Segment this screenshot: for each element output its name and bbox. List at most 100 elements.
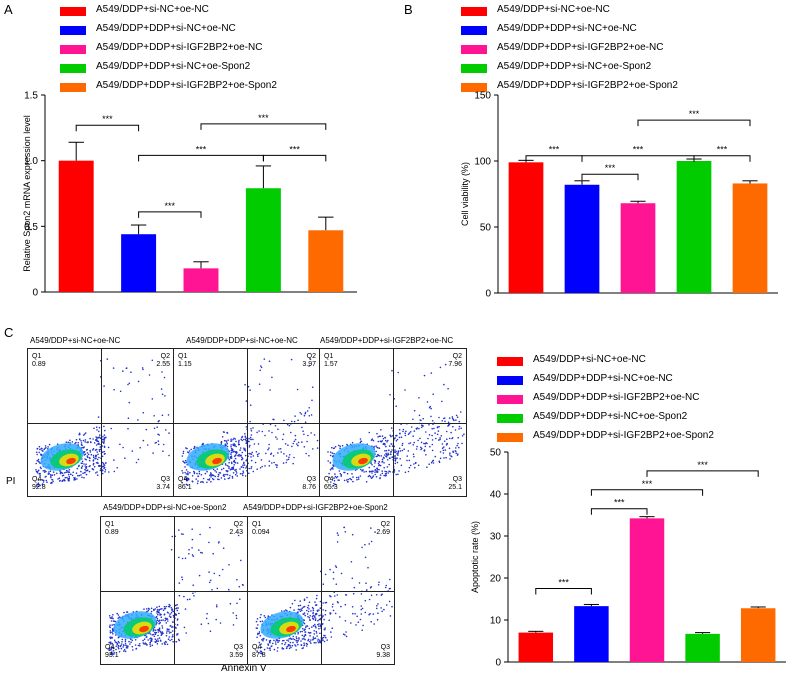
flow-event-dot <box>271 431 273 434</box>
flow-event-dot <box>404 471 407 474</box>
flow-event-dot <box>116 612 118 615</box>
flow-event-dot <box>191 480 194 482</box>
flow-event-dot <box>383 454 386 456</box>
flow-event-dot <box>336 532 339 534</box>
flow-event-dot <box>450 431 452 434</box>
flow-event-dot <box>209 630 212 632</box>
flow-event-dot <box>420 448 422 451</box>
flow-event-dot <box>226 431 228 434</box>
legend-label: A549/DDP+DDP+si-NC+oe-Spon2 <box>533 411 688 422</box>
quadrant-percentage: 1.15 <box>178 361 192 368</box>
flow-event-dot <box>91 449 94 451</box>
legend-item: A549/DDP+si-NC+oe-NC <box>497 354 757 373</box>
flow-event-dot <box>328 472 330 475</box>
flow-event-dot <box>119 443 121 446</box>
flow-event-dot <box>282 433 285 436</box>
flow-event-dot <box>409 442 412 444</box>
flow-event-dot <box>116 642 119 645</box>
flow-event-dot <box>378 464 380 467</box>
flow-event-dot <box>376 605 378 607</box>
flow-event-dot <box>227 477 230 480</box>
flow-event-dot <box>289 645 292 647</box>
flow-event-dot <box>260 365 262 367</box>
flow-event-dot <box>161 414 164 417</box>
flow-event-dot <box>117 644 120 647</box>
flow-event-dot <box>220 441 223 444</box>
flow-event-dot <box>67 441 69 444</box>
flow-event-dot <box>232 612 234 614</box>
flow-event-dot <box>366 589 368 591</box>
bar <box>685 633 720 662</box>
flow-event-dot <box>75 438 78 441</box>
flow-event-dot <box>272 455 275 457</box>
flow-event-dot <box>330 481 332 483</box>
flow-event-dot <box>282 648 285 650</box>
flow-event-dot <box>127 417 130 419</box>
flow-event-dot <box>276 464 278 466</box>
flow-event-dot <box>50 481 52 484</box>
flow-event-dot <box>289 637 292 640</box>
flow-event-dot <box>370 621 372 623</box>
quadrant-q3: Q3 9.38 <box>376 644 390 660</box>
flow-event-dot <box>389 587 391 590</box>
flow-event-dot <box>163 608 166 610</box>
flow-event-dot <box>35 470 38 473</box>
flow-event-dot <box>209 526 211 529</box>
quadrant-percentage: 1.57 <box>324 361 338 368</box>
flow-event-dot <box>198 574 201 577</box>
flow-event-dot <box>197 475 199 477</box>
flow-event-dot <box>86 448 88 451</box>
flow-event-dot <box>360 440 362 442</box>
flow-event-dot <box>167 620 169 622</box>
y-tick-label: 100 <box>474 157 491 168</box>
flow-event-dot <box>158 609 160 612</box>
flow-event-dot <box>311 626 313 628</box>
flow-event-dot <box>89 437 91 440</box>
flow-event-dot <box>385 584 388 587</box>
flow-event-dot <box>316 594 318 597</box>
legend-a: A549/DDP+si-NC+oe-NC A549/DDP+DDP+si-NC+o… <box>60 4 320 99</box>
flow-event-dot <box>220 468 223 471</box>
flow-event-dot <box>83 477 85 479</box>
flow-event-dot <box>143 608 145 610</box>
flow-event-dot <box>352 476 354 478</box>
flow-event-dot <box>351 577 354 580</box>
flow-event-dot <box>135 647 138 650</box>
flow-event-dot <box>200 551 202 554</box>
flow-event-dot <box>375 455 377 458</box>
flow-event-dot <box>226 464 229 467</box>
flow-event-dot <box>308 608 310 610</box>
flow-event-dot <box>331 466 334 469</box>
flow-event-dot <box>370 470 373 473</box>
significance-bracket <box>637 119 751 127</box>
flow-event-dot <box>161 627 164 629</box>
flow-event-dot <box>271 376 273 379</box>
flow-event-dot <box>90 441 92 444</box>
flow-event-dot <box>383 608 385 611</box>
flow-event-dot <box>40 467 42 470</box>
flow-event-dot <box>312 448 314 450</box>
flow-event-dot <box>332 464 334 466</box>
flow-event-dot <box>43 448 45 451</box>
flow-event-dot <box>85 469 87 472</box>
quadrant-name: Q1 <box>252 521 262 528</box>
flow-event-dot <box>340 474 343 476</box>
flow-event-dot <box>241 439 243 442</box>
flow-event-dot <box>391 449 393 451</box>
flow-event-dot <box>97 462 99 465</box>
flow-event-dot <box>377 440 380 443</box>
flow-event-dot <box>339 472 342 475</box>
flow-event-dot <box>185 632 187 634</box>
flow-event-dot <box>269 389 271 391</box>
flow-event-dot <box>226 442 228 445</box>
flow-event-dot <box>146 636 148 638</box>
flow-event-dot <box>192 584 194 586</box>
legend-swatch <box>60 45 86 54</box>
flow-event-dot <box>262 423 264 425</box>
flow-event-dot <box>360 468 362 471</box>
flow-event-dot <box>98 465 100 467</box>
flow-event-dot <box>98 436 101 438</box>
gate-line-horizontal <box>248 590 394 592</box>
flow-event-dot <box>342 633 345 635</box>
flow-event-dot <box>167 414 170 416</box>
